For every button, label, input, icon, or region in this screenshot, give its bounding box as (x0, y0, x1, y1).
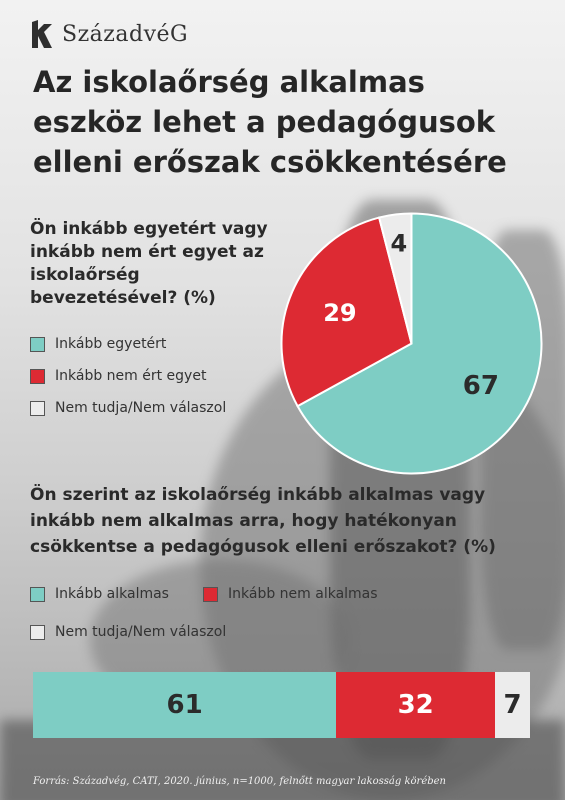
bar-data-label: 7 (503, 690, 522, 720)
pie-legend-item-agree: Inkább egyetért (30, 336, 166, 352)
legend-label: Nem tudja/Nem válaszol (55, 624, 227, 640)
legend-label: Nem tudja/Nem válaszol (55, 400, 227, 416)
szazadveg-logo-icon (32, 20, 52, 48)
bar-data-label: 61 (166, 690, 203, 720)
legend-label: Inkább nem alkalmas (228, 586, 378, 602)
pie-chart: 67 29 4 (280, 212, 543, 475)
brand-name: SzázadvéG (62, 21, 189, 47)
bar-legend-item-suitable: Inkább alkalmas (30, 586, 169, 602)
bar-data-label: 32 (397, 690, 434, 720)
pie-slice-agree (296, 212, 543, 475)
legend-swatch-teal (30, 336, 45, 352)
pie-legend-item-disagree: Inkább nem ért egyet (30, 368, 206, 384)
bar-segment-not-suitable: 32 (336, 672, 496, 738)
stacked-bar-chart: 61 32 7 (33, 672, 530, 738)
legend-swatch-light (30, 624, 45, 640)
bar-legend-item-no-answer: Nem tudja/Nem válaszol (30, 624, 226, 640)
pie-chart-question: Ön inkább egyetért vagy inkább nem ért e… (30, 219, 268, 308)
pie-data-label: 29 (323, 299, 356, 327)
pie-data-label: 67 (463, 371, 499, 401)
bar-legend-item-not-suitable: Inkább nem alkalmas (203, 586, 378, 602)
legend-swatch-light (30, 400, 45, 416)
legend-swatch-red (203, 586, 218, 602)
brand: SzázadvéG (30, 14, 188, 54)
page-title: Az iskolaőrség alkalmas eszköz lehet a p… (33, 65, 507, 179)
bar-chart-question: Ön szerint az iskolaőrség inkább alkalma… (30, 485, 496, 557)
source-note: Forrás: Századvég, CATI, 2020. június, n… (33, 776, 446, 787)
bar-segment-suitable: 61 (33, 672, 337, 738)
pie-slice-disagree (280, 216, 413, 408)
legend-swatch-teal (30, 586, 45, 602)
legend-label: Inkább alkalmas (55, 586, 169, 602)
legend-label: Inkább nem ért egyet (55, 368, 207, 384)
pie-data-label: 4 (390, 230, 407, 258)
bar-segment-no-answer: 7 (495, 672, 530, 738)
legend-swatch-red (30, 368, 45, 384)
legend-label: Inkább egyetért (55, 336, 167, 352)
pie-legend-item-no-answer: Nem tudja/Nem válaszol (30, 400, 226, 416)
pie-slice-no-answer (377, 212, 413, 344)
